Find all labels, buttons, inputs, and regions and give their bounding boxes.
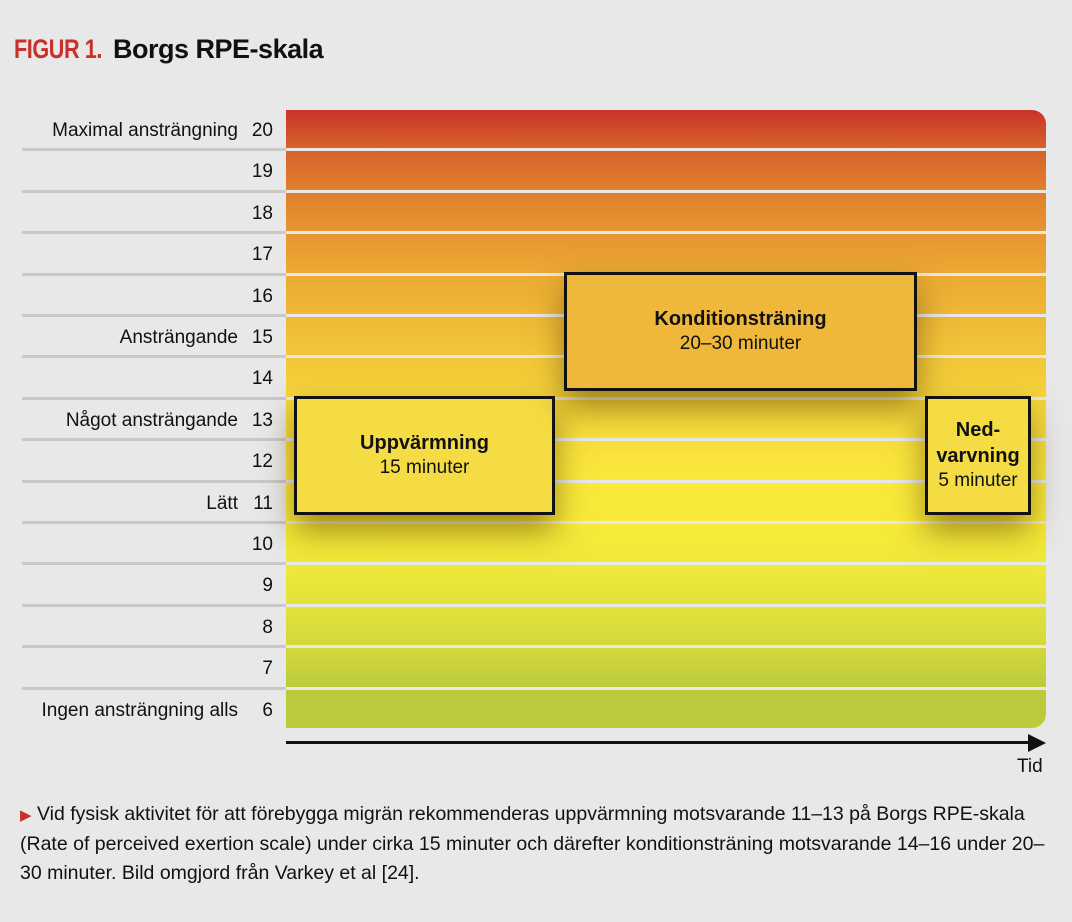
scale-value: 13: [251, 409, 273, 431]
scale-value: 14: [251, 368, 273, 390]
scale-label: Maximal ansträngning: [52, 120, 238, 141]
row-divider: [22, 603, 286, 607]
scale-band: [286, 689, 1046, 728]
row-divider: [22, 396, 286, 400]
figure-name: Borgs RPE-skala: [113, 34, 324, 64]
row-divider: [22, 521, 286, 524]
scale-value: 6: [262, 699, 273, 721]
arrow-head-icon: [1028, 734, 1046, 752]
row-divider: [22, 231, 286, 235]
row-divider: [22, 686, 286, 690]
caption-text: Vid fysisk aktivitet för att förebygga m…: [20, 803, 1045, 884]
phase-duration: 5 minuter: [938, 470, 1018, 492]
scale-label: Lätt: [206, 492, 238, 514]
scale-band: [286, 110, 1046, 149]
row-divider: [22, 562, 286, 566]
scale-value: 19: [251, 161, 273, 183]
scale-label: Något ansträngande: [65, 409, 238, 431]
row-divider: [22, 272, 286, 276]
row-divider: [22, 189, 286, 193]
scale-band: [286, 151, 1046, 190]
row-divider: [22, 479, 286, 483]
scale-band: [286, 234, 1046, 273]
caption: ▶ Vid fysisk aktivitet för att förebygga…: [20, 800, 1060, 888]
scale-label: Ansträngande: [119, 327, 238, 348]
scale-band: [286, 192, 1046, 232]
scale-value: 8: [262, 616, 273, 638]
scale-value: 15: [251, 327, 273, 348]
phase-warmup: Uppvärmning 15 minuter: [294, 396, 555, 515]
scale-value: 7: [262, 658, 273, 680]
scale-value: 9: [262, 575, 273, 597]
scale-band: [286, 565, 1046, 604]
figure-number: FIGUR 1.: [14, 34, 103, 64]
phase-name: Uppvärmning: [360, 432, 489, 455]
x-axis-label: Tid: [1017, 756, 1043, 777]
scale-band: [286, 648, 1046, 687]
scale-value: 12: [251, 451, 273, 473]
scale-value: 11: [253, 492, 273, 514]
scale-band: [286, 524, 1046, 563]
scale-value: 17: [251, 244, 273, 266]
phase-name: Konditionsträning: [654, 308, 827, 331]
scale-value: 20: [251, 120, 273, 141]
scale-value: 10: [251, 534, 273, 555]
phase-cooldown: Ned- varvning 5 minuter: [925, 396, 1031, 515]
scale-band: [286, 606, 1046, 646]
row-divider: [22, 148, 286, 152]
triangle-bullet-icon: ▶: [20, 807, 32, 824]
row-divider: [22, 438, 286, 442]
phase-duration: 15 minuter: [379, 457, 470, 479]
scale-value: 18: [251, 202, 273, 224]
row-divider: [22, 645, 286, 649]
phase-conditioning: Konditionsträning 20–30 minuter: [564, 272, 917, 391]
scale-label: Ingen ansträngning alls: [41, 699, 238, 721]
phase-duration: 20–30 minuter: [679, 333, 802, 355]
row-divider: [22, 314, 286, 317]
scale-value: 16: [251, 285, 273, 307]
figure-title: FIGUR 1. Borgs RPE-skala: [14, 34, 324, 65]
row-divider: [22, 355, 286, 359]
phase-name: Ned- varvning: [936, 419, 1020, 468]
time-axis: [286, 741, 1031, 744]
